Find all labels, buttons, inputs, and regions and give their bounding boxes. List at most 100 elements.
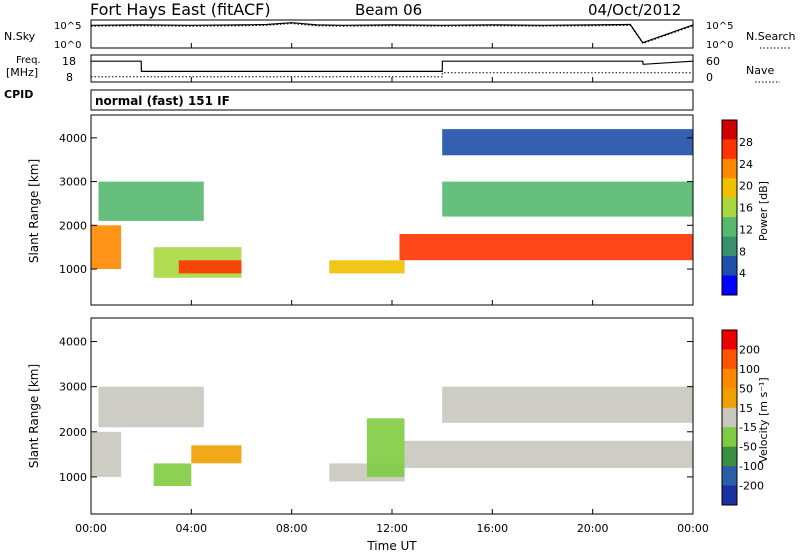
colorbar-swatch [722,275,737,296]
power-colorbar: 28 24 20 16 12 8 4 [721,119,753,296]
freq-right-label: Nave [746,64,774,77]
time-tick-label: 00:00 [75,522,107,535]
time-tick-label: 00:00 [677,522,709,535]
colorbar-swatch [722,330,737,350]
range-tick-label: 1000 [59,471,87,484]
noise-left-label: N.Sky [4,30,36,43]
colorbar-tick-label: 12 [739,223,753,236]
colorbar-tick-label: 8 [739,245,746,258]
cpid-panel-frame [90,89,694,111]
freq-right-tick-low: 0 [706,71,713,84]
freq-right-tick-high: 60 [706,55,720,68]
time-tick-label: 16:00 [476,522,508,535]
colorbar-tick-label: -50 [739,441,757,454]
freq-series-group [91,60,694,78]
colorbar-tick-label: -15 [739,421,757,434]
scatter-region-6 [442,181,693,217]
colorbar-swatch [722,139,737,160]
colorbar-swatch [722,178,737,199]
colorbar-tick-label: 100 [739,363,760,376]
noise-left-tick-low: 10^0 [54,40,81,51]
range-tick-label: 1000 [59,263,87,276]
colorbar-tick-label: 200 [739,343,760,356]
colorbar-frame [721,329,738,506]
velocity-ylabel: Slant Range [km] [27,364,41,468]
colorbar-swatch [722,349,737,370]
time-tick-label: 20:00 [577,522,609,535]
velocity-colorbar: 200 100 50 15 -15 -50 -100 -200 [721,329,764,506]
time-axis-label: Time UT [366,539,417,553]
time-tick-label: 08:00 [276,522,308,535]
colorbar-tick-label: 16 [739,202,753,215]
power-heatmap [91,129,693,278]
time-tick-label: 04:00 [175,522,207,535]
cpid-mode-text: normal (fast) 151 IF [95,94,230,108]
velocity-colorbar-label: Velocity [m s⁻¹] [757,377,770,462]
colorbar-frame [721,119,738,296]
scatter-region-5 [399,234,693,261]
velocity-yticks: 1000 2000 3000 4000 [59,336,693,484]
noise-right-label: N.Search [746,30,796,43]
scatter-region-3 [191,445,242,464]
colorbar-swatch [722,368,737,389]
colorbar-swatch [722,407,737,428]
colorbar-tick-label: 15 [739,402,753,415]
colorbar-tick-label: 28 [739,136,753,149]
scatter-region-7 [442,386,693,423]
scatter-region-1 [98,181,204,221]
power-yticks: 1000 2000 3000 4000 [59,132,693,276]
date-title: 04/Oct/2012 [588,1,681,19]
noise-right-tick-high: 10^5 [706,21,733,32]
series-line-nave [91,72,693,78]
range-tick-label: 3000 [59,381,87,394]
colorbar-swatch [722,446,737,467]
colorbar-swatch [722,197,737,218]
scatter-region-5 [366,418,405,477]
colorbar-swatch [722,217,737,238]
colorbar-swatch [722,236,737,257]
range-tick-label: 4000 [59,132,87,145]
series-line-freq- [91,60,694,73]
station-title: Fort Hays East (fitACF) [90,0,271,19]
beam-title: Beam 06 [355,1,422,19]
time-tick-label: 12:00 [376,522,408,535]
colorbar-swatch [722,388,737,409]
power-ylabel: Slant Range [km] [27,159,41,263]
time-axis: 00:00 04:00 08:00 12:00 16:00 20:00 00:00 [75,43,709,535]
freq-left-tick-low: 8 [66,71,73,84]
colorbar-swatch [722,256,737,277]
colorbar-tick-label: -100 [739,460,764,473]
range-tick-label: 2000 [59,219,87,232]
scatter-region-0 [91,225,122,269]
range-tick-label: 3000 [59,176,87,189]
scatter-region-4 [329,260,405,274]
noise-left-tick-high: 10^5 [54,21,81,32]
colorbar-swatch [722,158,737,179]
series-line-n-sky [90,22,694,44]
scatter-region-3 [178,260,242,274]
colorbar-tick-label: -200 [739,480,764,493]
freq-left-label-line2: [MHz] [6,66,38,79]
range-tick-label: 2000 [59,426,87,439]
series-line-n-search [90,23,694,45]
colorbar-tick-label: 4 [739,267,746,280]
colorbar-tick-label: 24 [739,158,753,171]
velocity-heatmap [91,386,693,486]
cpid-label: CPID [4,88,33,101]
colorbar-swatch [722,427,737,448]
scatter-region-0 [91,431,122,477]
colorbar-swatch [722,485,737,506]
noise-series-group [90,22,694,45]
scatter-region-7 [442,129,693,156]
freq-left-label-line1: Freq. [16,55,41,66]
colorbar-swatch [722,120,737,140]
colorbar-tick-label: 20 [739,180,753,193]
range-tick-label: 4000 [59,336,87,349]
scatter-region-1 [98,386,204,428]
scatter-region-2 [153,463,192,486]
noise-right-tick-low: 10^0 [706,40,733,51]
colorbar-swatch [722,466,737,487]
colorbar-tick-label: 50 [739,382,753,395]
power-colorbar-label: Power [dB] [757,181,770,241]
